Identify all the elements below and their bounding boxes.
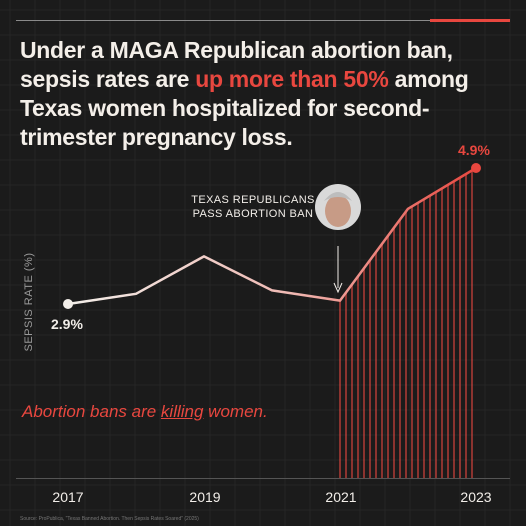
x-tick-2023: 2023 <box>460 489 492 505</box>
x-tick-2021: 2021 <box>325 489 357 505</box>
ban-annotation-line2: PASS ABORTION BAN <box>192 208 314 220</box>
x-tick-2019: 2019 <box>189 489 221 505</box>
headline-part2: among Texas women hospitalized for secon… <box>20 66 469 150</box>
portrait-hair <box>324 192 352 201</box>
end-point <box>471 163 481 173</box>
start-point <box>63 299 73 309</box>
ban-annotation-line1: TEXAS REPUBLICANS <box>191 194 315 206</box>
headline: Under a MAGA Republican abortion ban, se… <box>20 36 510 152</box>
headline-part1: Under a MAGA Republican abortion ban, se… <box>20 37 453 92</box>
tagline: Abortion bans are killing women. <box>22 402 268 422</box>
tagline-after: women. <box>203 402 268 421</box>
x-tick-2017: 2017 <box>52 489 84 505</box>
top-rule-accent <box>430 19 510 22</box>
event-arrow-head <box>333 282 343 294</box>
tagline-underlined: killing <box>160 402 204 421</box>
end-value-label: 4.9% <box>458 142 490 158</box>
portrait-face <box>325 195 351 227</box>
headline-highlight: up more than 50% <box>195 66 389 92</box>
ban-annotation: TEXAS REPUBLICANS PASS ABORTION BAN <box>178 193 328 221</box>
source-note: Source: ProPublica, "Texas Banned Aborti… <box>20 516 199 522</box>
tagline-before: Abortion bans are <box>22 402 161 421</box>
top-rule <box>16 20 510 21</box>
bottom-rule <box>16 478 510 479</box>
start-value-label: 2.9% <box>51 316 83 332</box>
y-axis-label: SEPSIS RATE (%) <box>23 252 35 352</box>
series-line <box>67 166 477 306</box>
